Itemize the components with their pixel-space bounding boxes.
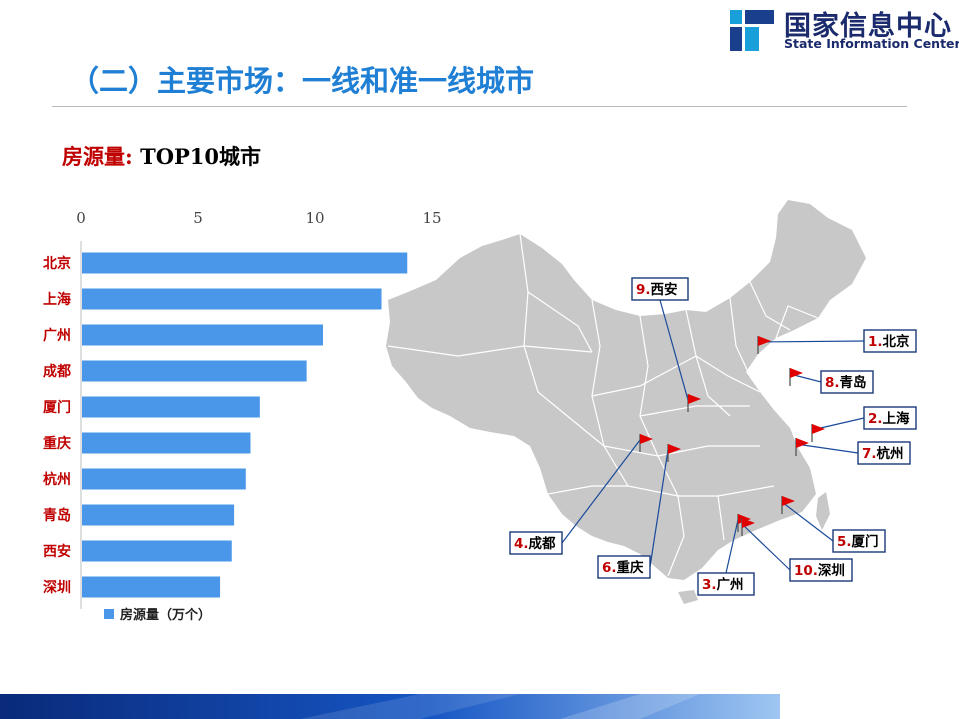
city-label: 7.杭州 xyxy=(862,445,904,462)
city-rank: 2. xyxy=(868,411,883,427)
city-label-box: 8.青岛 xyxy=(820,370,874,394)
city-rank: 6. xyxy=(602,560,617,576)
flag-icon xyxy=(812,424,825,434)
city-label: 3.广州 xyxy=(702,576,744,593)
city-rank: 5. xyxy=(837,534,852,550)
city-name: 西安 xyxy=(651,281,678,298)
leader-line xyxy=(649,449,669,568)
city-name: 厦门 xyxy=(852,533,879,550)
city-name: 北京 xyxy=(883,333,910,350)
city-label: 5.厦门 xyxy=(837,533,879,550)
flag-icon xyxy=(640,434,653,444)
bar xyxy=(82,504,235,526)
city-label-box: 3.广州 xyxy=(697,572,755,596)
x-tick-label: 5 xyxy=(193,209,203,227)
taiwan-island xyxy=(816,492,830,530)
bar xyxy=(82,252,408,274)
city-label: 4.成都 xyxy=(514,535,556,552)
city-label: 2.上海 xyxy=(868,410,910,427)
leader-line xyxy=(659,299,689,401)
leader-line xyxy=(725,519,739,574)
city-name: 广州 xyxy=(717,576,744,593)
chart-subtitle: 房源量: TOP10城市 xyxy=(62,141,261,171)
city-label-box: 7.杭州 xyxy=(857,441,911,465)
leader-line xyxy=(741,523,791,571)
bar xyxy=(82,576,221,598)
bar xyxy=(82,360,307,382)
subtitle-scope: TOP10城市 xyxy=(132,144,262,169)
city-rank: 8. xyxy=(825,375,840,391)
logo-chinese-text: 国家信息中心 xyxy=(784,11,952,42)
city-rank: 9. xyxy=(636,282,651,298)
category-label: 广州 xyxy=(43,327,71,344)
category-label: 重庆 xyxy=(43,435,71,452)
category-label: 厦门 xyxy=(43,399,71,416)
leader-line xyxy=(795,443,859,454)
x-tick-label: 0 xyxy=(76,209,86,227)
bar xyxy=(82,396,260,418)
city-name: 成都 xyxy=(529,535,557,552)
bar xyxy=(82,324,324,346)
hainan-island xyxy=(678,590,698,604)
flag-icon xyxy=(668,444,681,454)
city-label-box: 6.重庆 xyxy=(597,555,651,579)
page-title: （二）主要市场：一线和准一线城市 xyxy=(70,64,535,98)
category-label: 北京 xyxy=(43,255,71,272)
city-label: 1.北京 xyxy=(868,333,910,350)
city-rank: 1. xyxy=(868,334,883,350)
city-name: 重庆 xyxy=(617,559,645,576)
category-label: 上海 xyxy=(43,291,71,308)
leader-line xyxy=(561,439,641,544)
city-rank: 7. xyxy=(862,446,877,462)
city-label: 10.深圳 xyxy=(794,562,845,579)
city-label-box: 9.西安 xyxy=(631,277,689,301)
bar xyxy=(82,468,246,490)
flag-icon xyxy=(688,394,701,404)
city-label-box: 5.厦门 xyxy=(832,529,886,553)
city-label-box: 10.深圳 xyxy=(789,558,853,582)
legend-swatch xyxy=(104,609,114,619)
category-label: 杭州 xyxy=(43,471,71,488)
logo-mark-icon xyxy=(728,6,776,54)
city-label: 9.西安 xyxy=(636,281,678,298)
logo-english-text: State Information Center xyxy=(784,36,959,51)
bar xyxy=(82,540,232,562)
bar xyxy=(82,288,382,310)
category-label: 深圳 xyxy=(43,579,71,596)
x-tick-label: 10 xyxy=(305,209,324,227)
flag-icon xyxy=(742,518,755,528)
footer-banner xyxy=(0,694,780,719)
x-tick-label: 15 xyxy=(422,209,441,227)
flag-icon xyxy=(782,496,795,506)
city-name: 青岛 xyxy=(840,374,867,391)
flag-icon xyxy=(796,438,809,448)
china-map-shape xyxy=(386,200,866,580)
city-label-box: 4.成都 xyxy=(509,531,563,555)
city-name: 上海 xyxy=(883,410,911,427)
subtitle-metric: 房源量: xyxy=(62,144,133,169)
bar xyxy=(82,432,251,454)
city-rank: 3. xyxy=(702,577,717,593)
city-label-box: 1.北京 xyxy=(863,329,917,353)
china-map: 1.北京2.上海3.广州4.成都 5.厦门6.重庆7.杭州8.青岛9.西安10.深… xyxy=(386,200,917,604)
city-label: 6.重庆 xyxy=(602,559,644,576)
flag-icon xyxy=(758,336,771,346)
title-divider xyxy=(52,106,907,107)
logo: 国家信息中心 State Information Center xyxy=(724,2,959,60)
flag-icon xyxy=(790,368,803,378)
category-label: 青岛 xyxy=(43,507,71,524)
leader-line xyxy=(781,501,834,542)
legend-label: 房源量（万个） xyxy=(120,607,211,623)
city-label-box: 2.上海 xyxy=(863,406,917,430)
map-annotations: 1.北京2.上海3.广州4.成都 5.厦门6.重庆7.杭州8.青岛9.西安10.深… xyxy=(509,277,917,596)
city-label: 8.青岛 xyxy=(825,374,867,391)
city-rank: 4. xyxy=(514,536,529,552)
city-rank: 10. xyxy=(794,563,818,579)
leader-line xyxy=(757,340,865,343)
city-name: 杭州 xyxy=(877,445,904,462)
category-label: 成都 xyxy=(43,363,71,380)
category-label: 西安 xyxy=(43,543,71,560)
city-name: 深圳 xyxy=(818,562,845,579)
